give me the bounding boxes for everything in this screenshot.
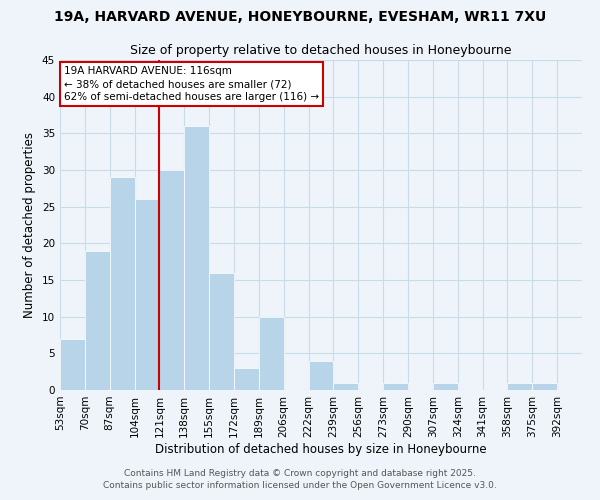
Text: Contains HM Land Registry data © Crown copyright and database right 2025.
Contai: Contains HM Land Registry data © Crown c… [103, 468, 497, 490]
Bar [334, 382, 358, 390]
Bar [209, 272, 234, 390]
Bar [160, 170, 184, 390]
Text: 19A, HARVARD AVENUE, HONEYBOURNE, EVESHAM, WR11 7XU: 19A, HARVARD AVENUE, HONEYBOURNE, EVESHA… [54, 10, 546, 24]
Text: 19A HARVARD AVENUE: 116sqm
← 38% of detached houses are smaller (72)
62% of semi: 19A HARVARD AVENUE: 116sqm ← 38% of deta… [64, 66, 319, 102]
Bar [433, 382, 458, 390]
Bar [60, 338, 85, 390]
Y-axis label: Number of detached properties: Number of detached properties [23, 132, 37, 318]
Bar [532, 382, 557, 390]
Bar [110, 178, 134, 390]
Bar [308, 360, 334, 390]
Bar [508, 382, 532, 390]
Bar [259, 316, 284, 390]
Bar [383, 382, 408, 390]
Bar [85, 250, 110, 390]
Title: Size of property relative to detached houses in Honeybourne: Size of property relative to detached ho… [130, 44, 512, 58]
Bar [134, 200, 160, 390]
Bar [184, 126, 209, 390]
X-axis label: Distribution of detached houses by size in Honeybourne: Distribution of detached houses by size … [155, 442, 487, 456]
Bar [234, 368, 259, 390]
